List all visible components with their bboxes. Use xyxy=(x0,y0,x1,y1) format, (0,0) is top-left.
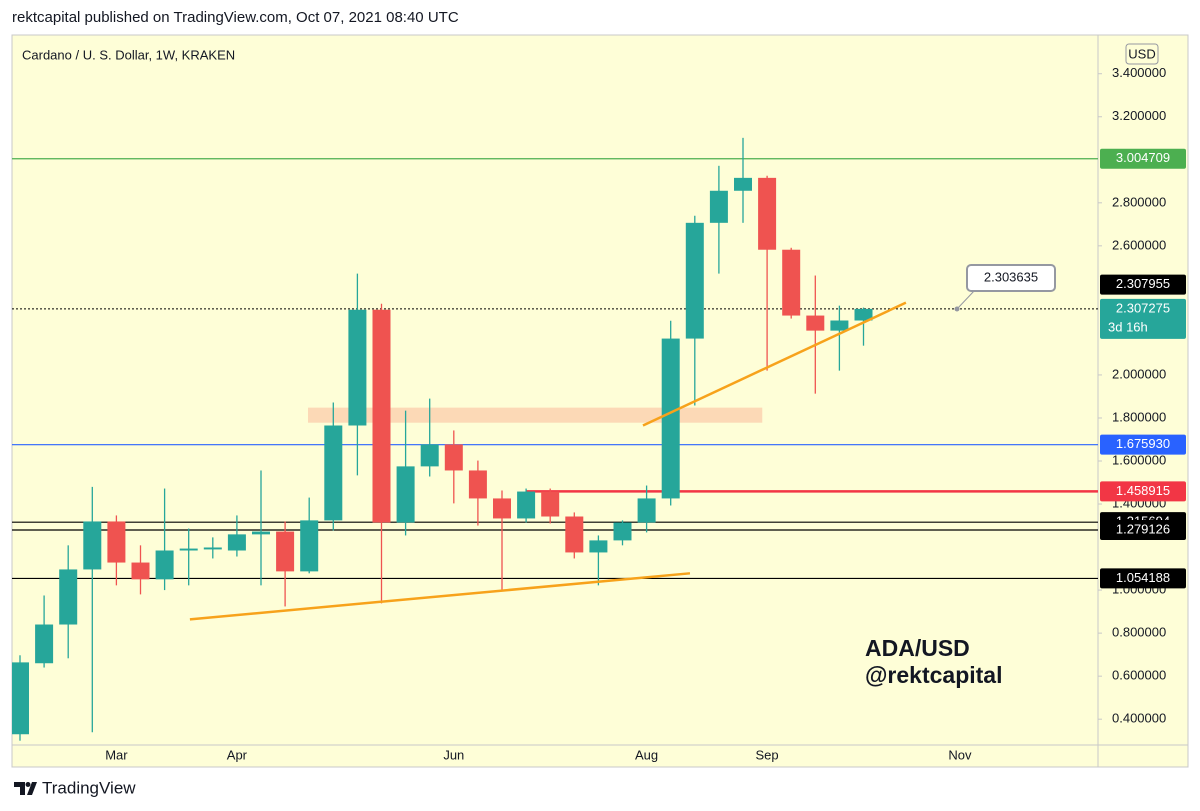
candle-body xyxy=(444,444,463,471)
candle-body xyxy=(372,309,391,523)
candle-body xyxy=(734,177,752,191)
crosshair-label: 2.307955 xyxy=(1116,276,1170,291)
zone xyxy=(307,407,763,423)
level-label-box xyxy=(1100,481,1186,502)
y-tick-label: 3.200000 xyxy=(1112,108,1166,123)
candle-body xyxy=(661,338,680,499)
y-tick-label: 2.600000 xyxy=(1112,237,1166,252)
y-tick-label: 3.400000 xyxy=(1112,65,1166,80)
candle-body xyxy=(758,177,777,250)
candle-body xyxy=(830,320,849,331)
plot xyxy=(12,137,1098,741)
level-label: 1.054188 xyxy=(1116,570,1170,585)
y-tick-label: 0.400000 xyxy=(1112,711,1166,726)
tv-logo xyxy=(14,782,37,795)
callout-label: 2.303635 xyxy=(984,269,1038,284)
level-label: 1.458915 xyxy=(1116,483,1170,498)
level-label: 1.675930 xyxy=(1116,436,1170,451)
candle-body xyxy=(493,498,511,519)
candle-body xyxy=(276,531,295,572)
candle-body xyxy=(252,531,270,535)
candle-body xyxy=(420,444,439,467)
level-label: 1.279126 xyxy=(1116,521,1170,536)
x-tick-label: Sep xyxy=(756,747,779,762)
candle-body xyxy=(107,521,126,563)
callout-anchor xyxy=(954,306,960,312)
level-label-box xyxy=(1100,520,1186,541)
y-tick-label: 0.800000 xyxy=(1112,625,1166,640)
candle-body xyxy=(468,470,487,499)
level-label-box xyxy=(1100,434,1186,455)
callout-pointer xyxy=(956,289,976,310)
y-tick-label: 2.000000 xyxy=(1112,366,1166,381)
candle-body xyxy=(300,520,319,572)
y-tick-label: 1.600000 xyxy=(1112,452,1166,467)
countdown-label: 3d 16h xyxy=(1108,319,1148,334)
watermark: @rektcapital xyxy=(865,662,1002,688)
symbol-title: Cardano / U. S. Dollar, 1W, KRAKEN xyxy=(22,47,235,62)
candle-body xyxy=(179,548,198,551)
level-label-box xyxy=(1100,568,1186,589)
currency-box xyxy=(1125,43,1159,65)
candle-body xyxy=(59,569,78,625)
header-title: rektcapital published on TradingView.com… xyxy=(12,9,459,26)
candle-body xyxy=(203,547,222,550)
candle-body xyxy=(35,624,54,664)
candle-body xyxy=(782,249,801,316)
x-tick-label: Aug xyxy=(635,747,658,762)
y-tick-label: 1.800000 xyxy=(1112,409,1166,424)
last-price-box xyxy=(1100,298,1186,339)
candle-body xyxy=(613,522,632,541)
candle-body xyxy=(324,425,343,521)
trendline xyxy=(642,301,907,427)
level-label-box xyxy=(1100,148,1186,169)
candle-body xyxy=(541,491,560,517)
candle-body xyxy=(12,662,29,735)
candle-body xyxy=(227,534,246,551)
candle-body xyxy=(83,521,102,570)
candle-body xyxy=(396,466,415,523)
chart-frame xyxy=(11,34,1189,768)
trendline xyxy=(189,572,691,621)
x-tick-label: Mar xyxy=(105,747,128,762)
x-tick-label: Nov xyxy=(948,747,972,762)
y-tick-label: 0.600000 xyxy=(1112,668,1166,683)
candle-body xyxy=(806,315,825,331)
candle-body xyxy=(155,550,174,580)
last-price-label: 2.307275 xyxy=(1116,300,1170,315)
candle-body xyxy=(348,309,367,426)
candle-body xyxy=(131,562,150,580)
candle-body xyxy=(709,190,728,223)
candle-body xyxy=(637,498,656,523)
candle-body xyxy=(854,308,873,321)
callout-box xyxy=(966,264,1056,292)
x-tick-label: Apr xyxy=(227,747,248,762)
candle-body xyxy=(685,222,704,339)
y-tick-label: 2.800000 xyxy=(1112,194,1166,209)
candle-body xyxy=(589,540,608,553)
x-tick-label: Jun xyxy=(443,747,464,762)
footer-brand: TradingView xyxy=(42,778,136,797)
currency: USD xyxy=(1128,46,1155,61)
price-axis: 0.4000000.6000000.8000001.0000001.400000… xyxy=(1098,65,1186,726)
candle-body xyxy=(517,491,536,519)
candle-body xyxy=(565,516,584,553)
crosshair-box xyxy=(1100,274,1186,295)
level-label: 3.004709 xyxy=(1116,150,1170,165)
watermark: ADA/USD xyxy=(865,635,970,661)
